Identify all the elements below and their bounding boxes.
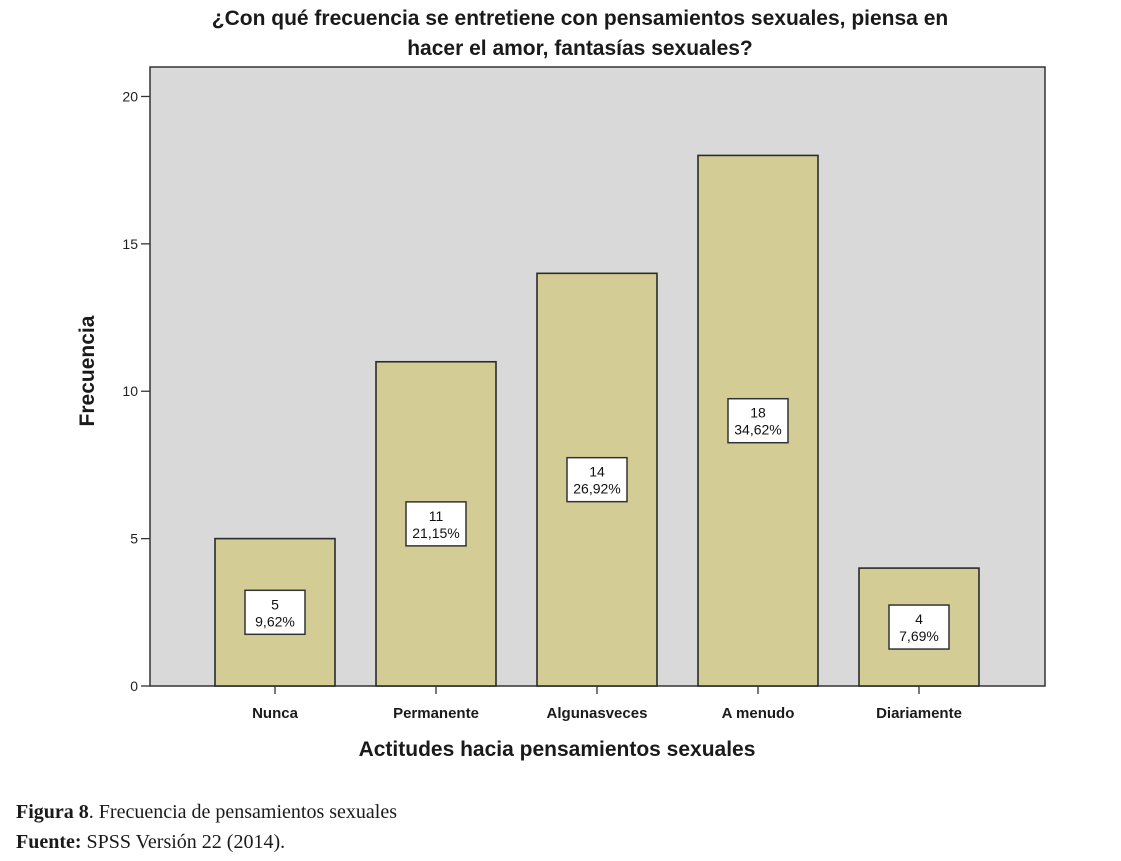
x-tick-label: A menudo <box>722 705 795 722</box>
y-tick-label: 0 <box>130 678 138 694</box>
y-tick-label: 10 <box>122 383 138 399</box>
caption-figure-text: . Frecuencia de pensamientos sexuales <box>88 801 398 823</box>
x-tick-label: Permanente <box>393 705 479 722</box>
data-label-count: 18 <box>750 405 766 421</box>
bar-a-menudo <box>697 154 819 687</box>
figure-caption: Figura 8. Frecuencia de pensamientos sex… <box>16 797 397 857</box>
y-tick-label: 15 <box>122 236 138 252</box>
x-tick-label: Nunca <box>252 705 299 722</box>
data-label-percent: 34,62% <box>734 422 781 438</box>
data-label-percent: 9,62% <box>255 613 295 629</box>
x-tick-label: Diariamente <box>876 705 962 722</box>
data-label-percent: 26,92% <box>573 481 620 497</box>
caption-figure-line: Figura 8. Frecuencia de pensamientos sex… <box>16 797 397 827</box>
x-axis-title: Actitudes hacia pensamientos sexuales <box>359 738 756 761</box>
data-label: 47,69% <box>888 604 950 650</box>
y-tick-label: 5 <box>130 531 138 547</box>
data-label-box <box>888 604 950 650</box>
data-label-count: 11 <box>429 508 444 524</box>
data-label-box <box>405 501 467 547</box>
chart-title: ¿Con qué frecuencia se entretiene con pe… <box>150 4 1010 64</box>
data-label-count: 14 <box>589 464 605 480</box>
y-axis: 0 5 10 15 20 <box>122 88 150 694</box>
caption-source-label: Fuente: <box>16 831 82 853</box>
chart-title-line-2: hacer el amor, fantasías sexuales? <box>407 37 753 60</box>
y-axis-title: Frecuencia <box>76 315 99 426</box>
caption-source-text: SPSS Versión 22 (2014). <box>81 831 286 853</box>
data-label: 59,62% <box>244 589 306 636</box>
data-label-count: 5 <box>271 596 279 612</box>
data-label-box <box>244 589 306 636</box>
caption-source-line: Fuente: SPSS Versión 22 (2014). <box>16 827 397 857</box>
x-axis: Nunca Permanente Algunasveces A menudo Diari… <box>252 686 962 722</box>
data-label-percent: 21,15% <box>412 525 459 541</box>
y-tick-label: 20 <box>122 88 138 104</box>
data-label-count: 4 <box>915 611 923 627</box>
data-label-percent: 7,69% <box>899 628 939 644</box>
chart-title-line-1: ¿Con qué frecuencia se entretiene con pe… <box>211 7 949 30</box>
data-label-box <box>727 397 789 444</box>
data-label-box <box>566 456 628 503</box>
x-tick-label: Algunasveces <box>547 705 648 722</box>
caption-figure-number: Figura 8 <box>16 801 89 823</box>
